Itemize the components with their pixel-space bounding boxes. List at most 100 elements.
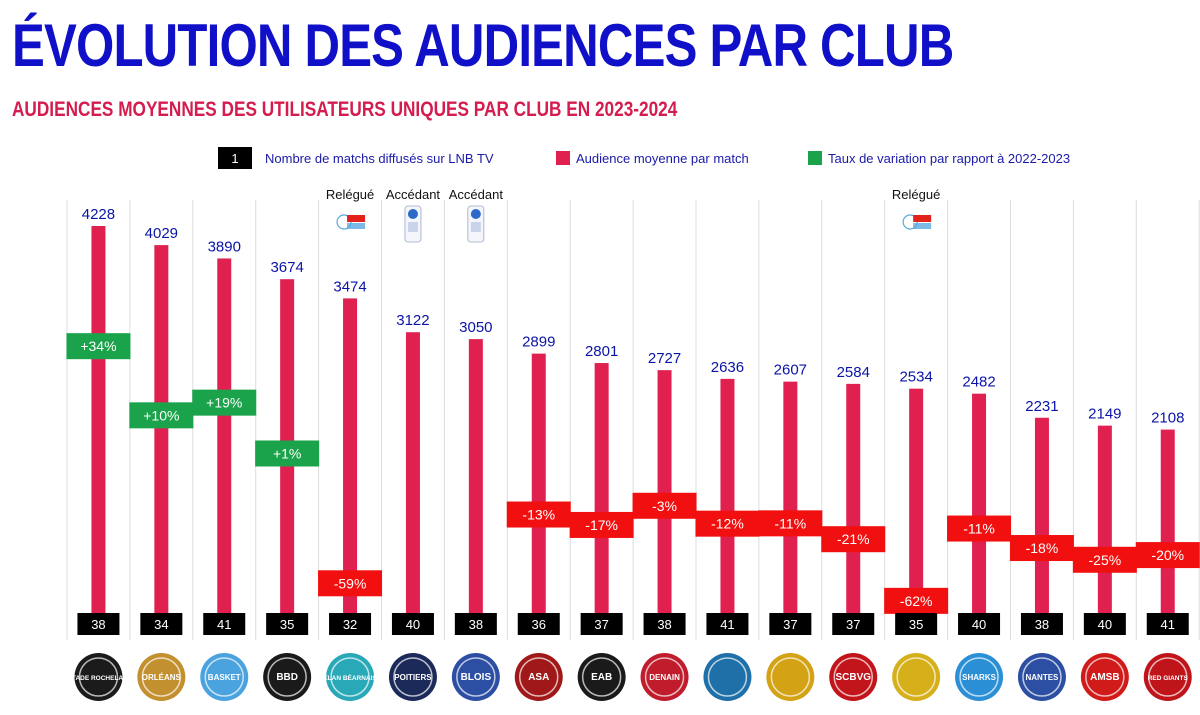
legend-label-matches: Nombre de matchs diffusés sur LNB TV <box>265 151 494 166</box>
logo-text: BLOIS <box>461 672 492 683</box>
logo-text: DENAIN <box>649 673 680 682</box>
club-column: 2482 -11% 40 <box>947 374 1012 635</box>
audience-bar <box>972 393 987 632</box>
audience-value-label: 2231 <box>1025 398 1058 415</box>
pro-b-badge <box>467 205 485 243</box>
club-column: 2899 -13% 36 <box>506 334 571 635</box>
matches-count: 37 <box>594 617 608 632</box>
matches-box <box>832 613 875 635</box>
logo-text: STADE ROCHELAIS <box>68 675 130 682</box>
badge-ball <box>407 209 418 219</box>
legend-swatch-label: 1 <box>231 151 238 166</box>
variation-badge <box>1135 542 1200 569</box>
audience-value-label: 2584 <box>837 364 870 381</box>
club-column: 3122 40 Accédant <box>386 187 441 635</box>
logo-ring <box>707 657 748 697</box>
stade-rochelais-logo: STADE ROCHELAIS <box>68 653 130 701</box>
variation-label: -59% <box>334 575 367 591</box>
club-status-label: Relégué <box>326 187 374 202</box>
variation-label: +19% <box>206 395 242 411</box>
audience-value-label: 2899 <box>522 334 555 351</box>
denain-logo: DENAIN <box>640 653 689 701</box>
logo-text: AMSB <box>1090 672 1119 683</box>
betclic-elite-badge <box>336 214 366 230</box>
legend-label-audience: Audience moyenne par match <box>576 151 749 166</box>
logo-text: ÉLAN BÉARNAIS <box>323 673 377 682</box>
badge-panel <box>470 222 481 232</box>
logo-emblem <box>1017 653 1066 701</box>
asa-logo: ASA <box>514 653 563 701</box>
logo-text: SCBVG <box>835 672 871 683</box>
variation-label: -11% <box>963 521 995 537</box>
club-column: 3674 +1% 35 <box>255 259 320 635</box>
club-status-label: Accédant <box>386 187 441 202</box>
audience-bar <box>594 363 609 632</box>
logo-ring <box>1085 657 1125 697</box>
logo-text: RED GIANTS <box>1148 675 1189 682</box>
logo-text: ORLÉANS <box>142 673 182 682</box>
legend-swatch-audience <box>556 151 570 165</box>
boulazac-logo <box>703 653 752 701</box>
audience-value-label: 3050 <box>459 319 492 336</box>
logo-emblem <box>451 653 500 701</box>
audience-bar <box>468 339 483 632</box>
variation-badge <box>1009 535 1074 562</box>
pro-b-badge <box>404 205 422 243</box>
matches-count: 35 <box>280 617 294 632</box>
logo-emblem <box>326 653 375 701</box>
audience-value-label: 2534 <box>899 369 932 386</box>
legend-item-audience: Audience moyenne par match <box>556 151 749 166</box>
logo-ring <box>959 657 999 697</box>
club-column: 4029 +10% 34 <box>129 225 194 635</box>
fos-provence-basket-logo <box>892 653 941 701</box>
logo-ring <box>1022 657 1062 697</box>
matches-count: 32 <box>343 617 357 632</box>
matches-box <box>958 613 1001 635</box>
audience-bar <box>154 245 169 633</box>
matches-box <box>77 613 120 635</box>
variation-label: -11% <box>775 515 807 531</box>
logo-ring <box>204 657 244 697</box>
matches-box <box>895 613 938 635</box>
club-column: 3050 38 Accédant <box>449 187 504 635</box>
audience-value-label: 4228 <box>82 206 115 223</box>
legend-label-variation: Taux de variation par rapport à 2022-202… <box>828 151 1070 166</box>
matches-box <box>454 613 497 635</box>
logo-text: POITIERS <box>394 673 432 682</box>
logo-emblem <box>640 653 689 701</box>
logo-emblem <box>829 653 878 701</box>
audience-bar <box>91 226 106 632</box>
variation-label: +34% <box>80 338 116 354</box>
audience-value-label: 2607 <box>774 362 807 379</box>
matches-count: 38 <box>657 617 671 632</box>
matches-box <box>1020 613 1063 635</box>
elan-bearnais-logo: ÉLAN BÉARNAIS <box>323 653 377 701</box>
logo-text: NANTES <box>1026 673 1060 682</box>
variation-badge <box>192 389 257 416</box>
matches-box <box>203 613 246 635</box>
matches-count: 40 <box>1098 617 1112 632</box>
audience-value-label: 4029 <box>145 225 178 242</box>
badge-flag <box>913 215 932 222</box>
matches-box <box>140 613 183 635</box>
audience-bar <box>720 378 735 632</box>
audience-value-label: 2727 <box>648 350 681 367</box>
club-status-label: Accédant <box>449 187 504 202</box>
variation-label: -21% <box>837 531 870 547</box>
audience-bar <box>217 258 232 632</box>
logo-ring <box>896 657 936 697</box>
bars-layer: 4228+34%384029+10%343890+19%413674+1%353… <box>66 187 1200 635</box>
variation-badge <box>821 526 886 553</box>
roanne-logo <box>766 653 815 701</box>
logo-emblem <box>703 653 752 701</box>
club-column: 3890 +19% 41 <box>192 238 257 635</box>
variation-badge <box>695 510 760 537</box>
badge-bar <box>913 223 932 229</box>
matches-count: 37 <box>783 617 797 632</box>
variation-label: -18% <box>1026 540 1059 556</box>
audience-bar <box>1034 417 1049 632</box>
matches-box <box>329 613 372 635</box>
eab-logo: EAB <box>577 653 626 701</box>
logo-ring <box>833 657 873 697</box>
